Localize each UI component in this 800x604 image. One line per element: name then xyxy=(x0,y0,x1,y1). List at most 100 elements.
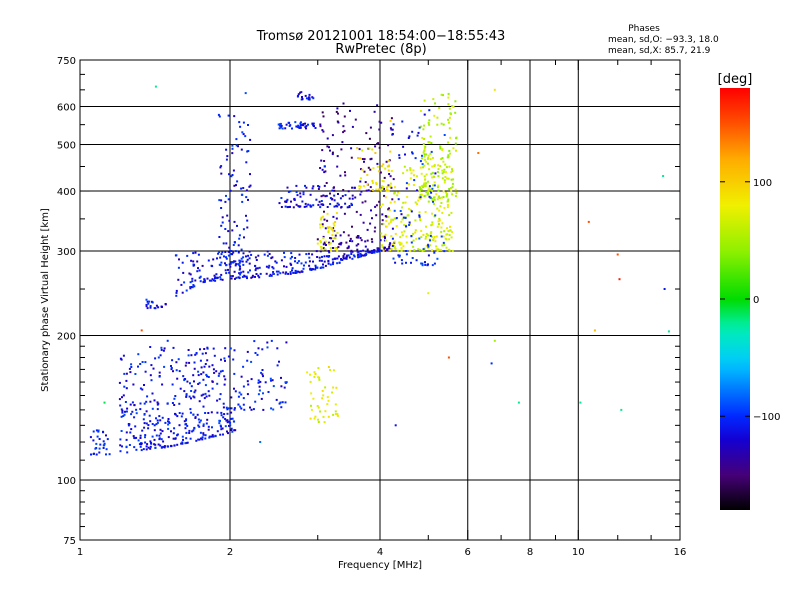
x-axis-label: Frequency [MHz] xyxy=(338,560,422,571)
data-point xyxy=(250,408,253,411)
data-point xyxy=(141,361,144,363)
data-point xyxy=(429,135,432,138)
data-point xyxy=(198,400,201,403)
data-point xyxy=(215,273,218,276)
data-point xyxy=(230,261,233,264)
data-point xyxy=(144,436,146,439)
data-point xyxy=(344,174,347,177)
data-point xyxy=(424,261,426,264)
data-point xyxy=(432,237,435,240)
data-point xyxy=(250,276,253,279)
data-point xyxy=(231,417,234,420)
data-point xyxy=(321,223,324,226)
data-point xyxy=(357,243,360,246)
axes xyxy=(79,59,681,541)
data-point xyxy=(445,191,448,194)
data-point xyxy=(409,168,412,171)
data-point xyxy=(238,234,241,237)
data-point xyxy=(202,378,205,381)
data-point xyxy=(226,430,228,433)
data-point xyxy=(374,145,377,148)
data-point xyxy=(192,374,195,377)
data-point xyxy=(185,437,188,440)
data-point xyxy=(144,370,147,373)
data-point xyxy=(203,365,206,368)
data-point xyxy=(289,271,292,274)
data-point xyxy=(185,442,188,444)
chart-title: Tromsø 20121001 18:54:00−18:55:43 xyxy=(256,29,506,44)
data-point xyxy=(375,181,378,184)
data-point xyxy=(437,189,440,192)
data-point xyxy=(386,248,389,251)
data-point xyxy=(390,235,393,238)
data-point xyxy=(430,231,433,234)
data-point xyxy=(149,374,152,377)
data-point xyxy=(210,411,213,414)
data-point xyxy=(249,173,251,176)
data-point xyxy=(395,225,398,228)
data-point xyxy=(242,385,245,388)
data-point xyxy=(371,189,374,191)
data-point xyxy=(393,217,396,220)
data-point xyxy=(285,123,288,126)
data-point xyxy=(393,240,396,243)
data-point xyxy=(228,420,231,423)
data-point xyxy=(323,255,326,258)
data-point xyxy=(419,219,422,222)
data-point xyxy=(275,261,278,264)
data-point xyxy=(437,164,440,167)
data-point xyxy=(233,408,236,411)
data-point xyxy=(429,196,432,199)
data-point xyxy=(90,453,92,456)
data-point xyxy=(225,256,227,259)
data-point xyxy=(401,234,404,237)
data-point xyxy=(427,156,430,159)
data-point xyxy=(206,418,209,421)
data-point xyxy=(435,245,438,248)
data-point xyxy=(298,253,301,256)
data-point xyxy=(332,215,335,218)
data-point xyxy=(447,198,450,201)
data-point xyxy=(389,127,392,130)
data-point xyxy=(195,352,198,354)
data-point xyxy=(388,209,391,212)
data-point xyxy=(284,401,287,404)
data-point xyxy=(234,260,237,263)
data-point xyxy=(359,213,362,216)
data-point xyxy=(245,189,248,192)
data-point xyxy=(311,187,314,190)
data-point xyxy=(162,349,165,352)
data-point xyxy=(320,216,323,219)
data-point xyxy=(423,195,426,198)
data-point xyxy=(137,439,140,442)
data-point xyxy=(323,421,326,424)
data-point xyxy=(294,257,297,259)
data-point xyxy=(412,184,415,186)
data-point xyxy=(336,202,339,205)
data-point xyxy=(208,394,211,397)
data-point xyxy=(254,269,257,272)
data-point xyxy=(328,255,331,257)
data-point xyxy=(225,264,228,267)
data-point xyxy=(204,392,207,395)
data-point xyxy=(297,94,299,97)
data-point xyxy=(213,279,215,282)
data-point xyxy=(158,434,161,437)
data-point xyxy=(359,254,362,257)
data-point xyxy=(202,371,205,374)
data-point xyxy=(192,284,195,287)
data-point xyxy=(323,171,326,174)
data-point xyxy=(356,250,359,253)
data-point xyxy=(238,391,241,394)
data-point xyxy=(151,392,154,395)
data-point xyxy=(384,196,387,199)
data-point xyxy=(336,413,339,416)
data-point xyxy=(227,114,230,117)
data-point xyxy=(333,194,336,197)
data-point xyxy=(291,255,293,258)
data-point xyxy=(231,275,234,278)
data-point xyxy=(178,402,181,405)
data-point xyxy=(452,147,455,150)
data-point xyxy=(450,236,453,239)
data-point xyxy=(194,353,197,356)
